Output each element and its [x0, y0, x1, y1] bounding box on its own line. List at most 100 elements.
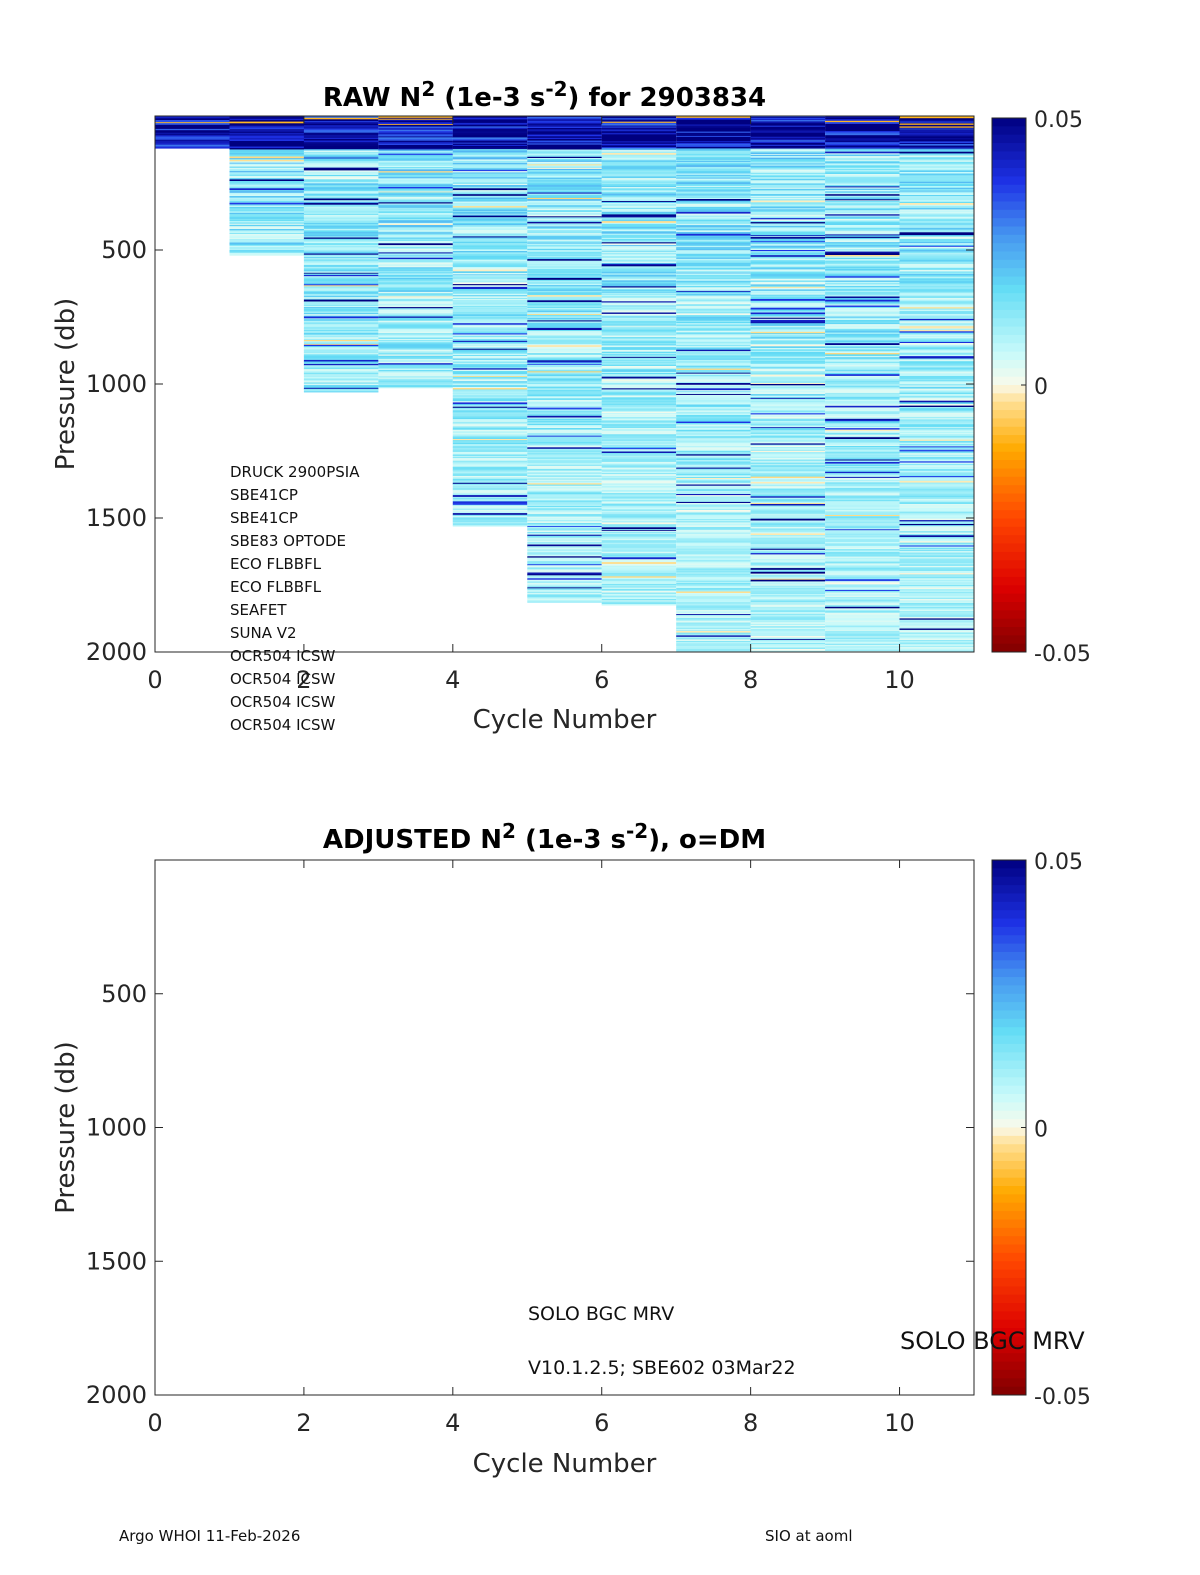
heatmap-cell — [303, 332, 379, 336]
heatmap-cell — [750, 549, 826, 552]
heatmap-cell — [825, 404, 900, 407]
heatmap-cell — [378, 260, 453, 263]
heatmap-cell — [378, 132, 453, 135]
heatmap-cell — [676, 627, 751, 629]
heatmap-cell — [527, 571, 602, 573]
heatmap-cell — [378, 326, 453, 329]
heatmap-cell — [229, 148, 304, 150]
heatmap-cell — [452, 174, 528, 177]
heatmap-cell — [378, 188, 453, 191]
heatmap-cell — [899, 257, 974, 259]
colorbar-swatch — [992, 876, 1026, 886]
heatmap-cell — [527, 453, 602, 455]
heatmap-cell — [750, 131, 826, 133]
heatmap-cell — [527, 557, 602, 560]
heatmap-cell — [899, 632, 974, 635]
heatmap-cell — [676, 155, 751, 158]
heatmap-column — [527, 116, 602, 603]
heatmap-cell — [452, 482, 528, 485]
colorbar-swatch — [992, 501, 1026, 511]
heatmap-cell — [527, 467, 602, 470]
heatmap-cell — [452, 299, 528, 302]
heatmap-cell — [899, 335, 974, 338]
heatmap-cell — [750, 630, 826, 632]
heatmap-cell — [899, 139, 974, 141]
heatmap-cell — [750, 620, 826, 622]
heatmap-cell — [527, 487, 602, 489]
heatmap-cell — [825, 398, 900, 400]
heatmap-cell — [527, 328, 602, 331]
heatmap-cell — [676, 549, 751, 552]
title-superscript: 2 — [421, 77, 435, 101]
heatmap-cell — [378, 201, 453, 203]
heatmap-cell — [750, 500, 826, 502]
colorbar-swatch — [992, 159, 1026, 169]
heatmap-cell — [527, 429, 602, 432]
heatmap-cell — [899, 296, 974, 299]
heatmap-cell — [825, 476, 900, 479]
heatmap-cell — [899, 584, 974, 587]
heatmap-cell — [825, 576, 900, 578]
heatmap-cell — [452, 222, 528, 225]
heatmap-cell — [303, 363, 379, 366]
heatmap-cell — [601, 476, 677, 479]
heatmap-cell — [303, 201, 379, 204]
sensor-item: SBE41CP — [230, 509, 298, 527]
heatmap-cell — [229, 171, 304, 173]
heatmap-cell — [229, 134, 304, 137]
heatmap-cell — [676, 149, 751, 152]
colorbar-swatch — [992, 309, 1026, 319]
heatmap-cell — [452, 252, 528, 255]
heatmap-cell — [452, 503, 528, 506]
heatmap-cell — [229, 211, 304, 214]
heatmap-cell — [750, 160, 826, 163]
heatmap-cell — [378, 269, 453, 272]
heatmap-cell — [899, 263, 974, 266]
heatmap-cell — [601, 130, 677, 132]
heatmap-cell — [452, 365, 528, 368]
heatmap-cell — [303, 304, 379, 307]
heatmap-cell — [527, 231, 602, 234]
heatmap-cell — [527, 439, 602, 442]
heatmap-cell — [601, 160, 677, 163]
heatmap-cell — [527, 377, 602, 379]
heatmap-cell — [452, 297, 528, 300]
heatmap-cell — [452, 391, 528, 394]
heatmap-cell — [378, 355, 453, 358]
heatmap-cell — [899, 144, 974, 146]
heatmap-cell — [601, 348, 677, 351]
heatmap-cell — [303, 371, 379, 373]
heatmap-cell — [750, 515, 826, 517]
heatmap-cell — [452, 257, 528, 260]
heatmap-cell — [452, 423, 528, 426]
heatmap-cell — [899, 346, 974, 349]
heatmap-cell — [825, 350, 900, 352]
heatmap-cell — [825, 518, 900, 521]
heatmap-cell — [825, 501, 900, 505]
heatmap-cell — [676, 284, 751, 287]
heatmap-cell — [899, 254, 974, 257]
heatmap-cell — [452, 244, 528, 246]
heatmap-cell — [303, 320, 379, 323]
heatmap-cell — [750, 615, 826, 617]
heatmap-cell — [452, 180, 528, 182]
heatmap-cell — [527, 164, 602, 166]
heatmap-cell — [303, 355, 379, 358]
heatmap-cell — [899, 246, 974, 249]
heatmap-cell — [527, 582, 602, 584]
heatmap-cell — [750, 307, 826, 310]
heatmap-cell — [303, 293, 379, 295]
heatmap-cell — [601, 243, 677, 246]
heatmap-cell — [825, 177, 900, 180]
heatmap-cell — [825, 449, 900, 452]
heatmap-cell — [452, 190, 528, 192]
heatmap-cell — [303, 180, 379, 182]
heatmap-cell — [899, 167, 974, 171]
heatmap-cell — [527, 193, 602, 196]
heatmap-cell — [378, 181, 453, 184]
heatmap-cell — [676, 514, 751, 517]
heatmap-cell — [601, 568, 677, 571]
heatmap-cell — [452, 330, 528, 332]
heatmap-cell — [899, 181, 974, 183]
heatmap-cell — [750, 205, 826, 208]
